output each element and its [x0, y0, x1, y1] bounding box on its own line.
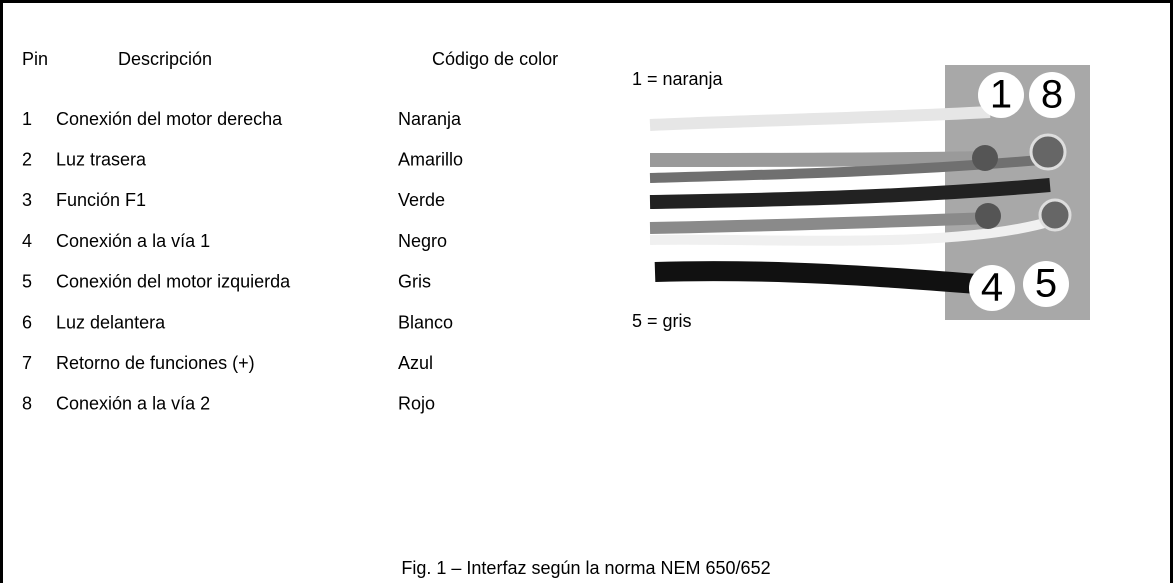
- color-cell: Amarillo: [398, 149, 463, 169]
- wire: [649, 178, 1051, 209]
- description-cell: Conexión a la vía 1: [56, 231, 210, 251]
- pin-circle: [1029, 72, 1075, 118]
- color-cell: Azul: [398, 353, 433, 373]
- bottom-label: 5 = gris: [632, 311, 692, 331]
- pin-number: 5: [1035, 262, 1057, 306]
- header-description: Descripción: [118, 49, 212, 69]
- solder-pad: [1029, 133, 1067, 171]
- description-cell: Luz delantera: [56, 312, 166, 332]
- color-cell: Gris: [398, 272, 431, 292]
- description-cell: Conexión del motor izquierda: [56, 272, 291, 292]
- wire: [654, 261, 991, 295]
- pin-number-cell: 7: [22, 353, 32, 373]
- description-cell: Luz trasera: [56, 149, 147, 169]
- wire: [649, 151, 991, 167]
- wire: [649, 106, 991, 131]
- pin-table: Pin Descripción Código de color 1 Conexió…: [22, 49, 558, 414]
- pin-number-cell: 6: [22, 312, 32, 332]
- description-cell: Función F1: [56, 190, 146, 210]
- pin-number: 8: [1041, 73, 1063, 117]
- color-cell: Blanco: [398, 312, 453, 332]
- connector-photo: 1 8 4 5 1 = naranja 5 = gris: [632, 65, 1090, 331]
- pin-number-cell: 5: [22, 272, 32, 292]
- top-label: 1 = naranja: [632, 69, 724, 89]
- pin-number-cell: 3: [22, 190, 32, 210]
- pin-number-cell: 8: [22, 394, 32, 414]
- pin-circle: [978, 72, 1024, 118]
- pin-circle: [969, 265, 1015, 311]
- color-cell: Verde: [398, 190, 445, 210]
- pin-number-cell: 1: [22, 109, 32, 129]
- solder-pad: [975, 203, 1001, 229]
- wire: [649, 212, 991, 234]
- color-cell: Negro: [398, 231, 447, 251]
- color-cell: Naranja: [398, 109, 462, 129]
- header-color: Código de color: [432, 49, 558, 69]
- pin-number: 1: [990, 73, 1012, 117]
- description-cell: Retorno de funciones (+): [56, 353, 255, 373]
- description-cell: Conexión a la vía 2: [56, 394, 210, 414]
- solder-pad: [1038, 198, 1072, 232]
- header-pin: Pin: [22, 49, 48, 69]
- caption: Fig. 1 – Interfaz según la norma NEM 650…: [401, 558, 770, 578]
- wire: [649, 215, 1057, 246]
- pin-number-cell: 2: [22, 149, 32, 169]
- description-cell: Conexión del motor derecha: [56, 109, 283, 129]
- pin-circle: [1023, 261, 1069, 307]
- color-cell: Rojo: [398, 394, 435, 414]
- pin-number-cell: 4: [22, 231, 32, 251]
- pin-number: 4: [981, 266, 1003, 310]
- solder-pad: [972, 145, 998, 171]
